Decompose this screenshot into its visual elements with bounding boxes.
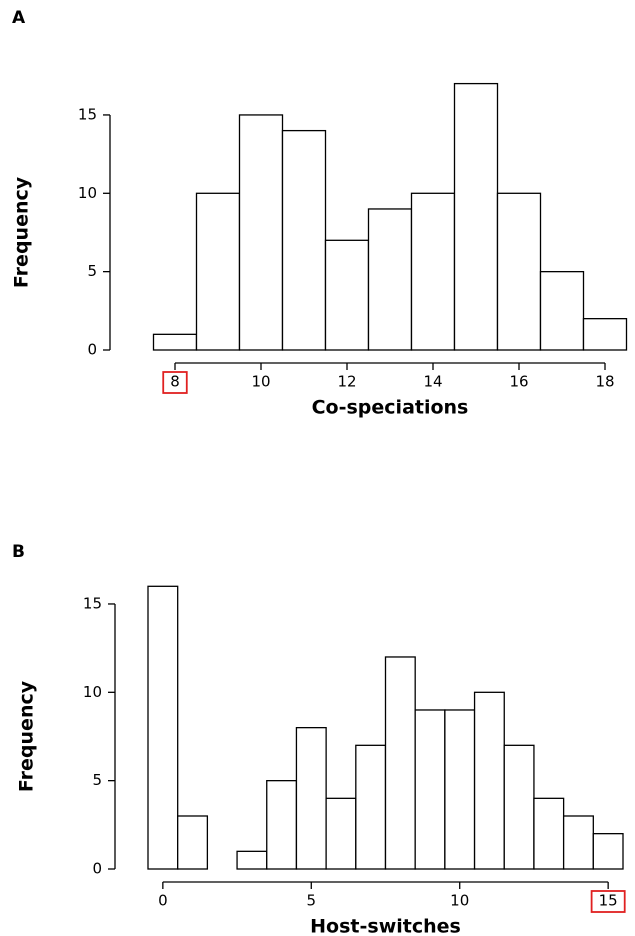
highlight-box (162, 371, 188, 394)
bar (177, 815, 209, 870)
bar (367, 208, 413, 351)
bar (503, 744, 535, 870)
y-tick-label: 10 (78, 184, 97, 202)
bar (592, 833, 624, 870)
x-tick-label: 18 (595, 373, 614, 391)
y-tick-label: 15 (78, 105, 97, 123)
bar (266, 780, 298, 870)
panel-label: A (12, 8, 26, 28)
bar (325, 797, 357, 870)
bar (195, 192, 241, 351)
bar (295, 727, 327, 870)
bar (539, 270, 585, 351)
x-tick-label: 16 (509, 373, 528, 391)
y-tick-label: 5 (92, 771, 102, 789)
x-tick-label: 0 (158, 892, 168, 910)
bar (473, 691, 505, 870)
bar (147, 585, 179, 870)
x-tick-label: 10 (450, 892, 469, 910)
bar (410, 192, 456, 351)
bar (324, 239, 370, 351)
x-axis-label: Co-speciations (312, 397, 469, 419)
bar (414, 709, 446, 870)
x-tick-label: 10 (251, 373, 270, 391)
bar (384, 656, 416, 870)
x-tick-label: 15 (599, 892, 618, 910)
y-tick-label: 15 (83, 594, 102, 612)
bar (238, 114, 284, 351)
bar (582, 318, 628, 351)
x-tick-label: 12 (337, 373, 356, 391)
bar (281, 129, 327, 351)
y-axis-label: Frequency (16, 680, 38, 792)
x-axis-label: Host-switches (310, 916, 461, 936)
bar (496, 192, 542, 351)
bar (562, 815, 594, 870)
x-tick-label: 5 (307, 892, 317, 910)
bar (453, 82, 499, 351)
y-tick-label: 0 (87, 341, 97, 359)
x-tick-label: 8 (170, 373, 180, 391)
bar (444, 709, 476, 870)
bar (355, 744, 387, 870)
bar (152, 333, 198, 351)
y-tick-label: 10 (83, 683, 102, 701)
y-tick-label: 0 (92, 860, 102, 878)
highlight-box (590, 890, 626, 913)
bar (236, 850, 268, 870)
y-tick-label: 5 (87, 262, 97, 280)
bar (533, 797, 565, 870)
panel-label: B (12, 542, 25, 562)
y-axis-label: Frequency (11, 176, 33, 288)
x-tick-label: 14 (423, 373, 442, 391)
